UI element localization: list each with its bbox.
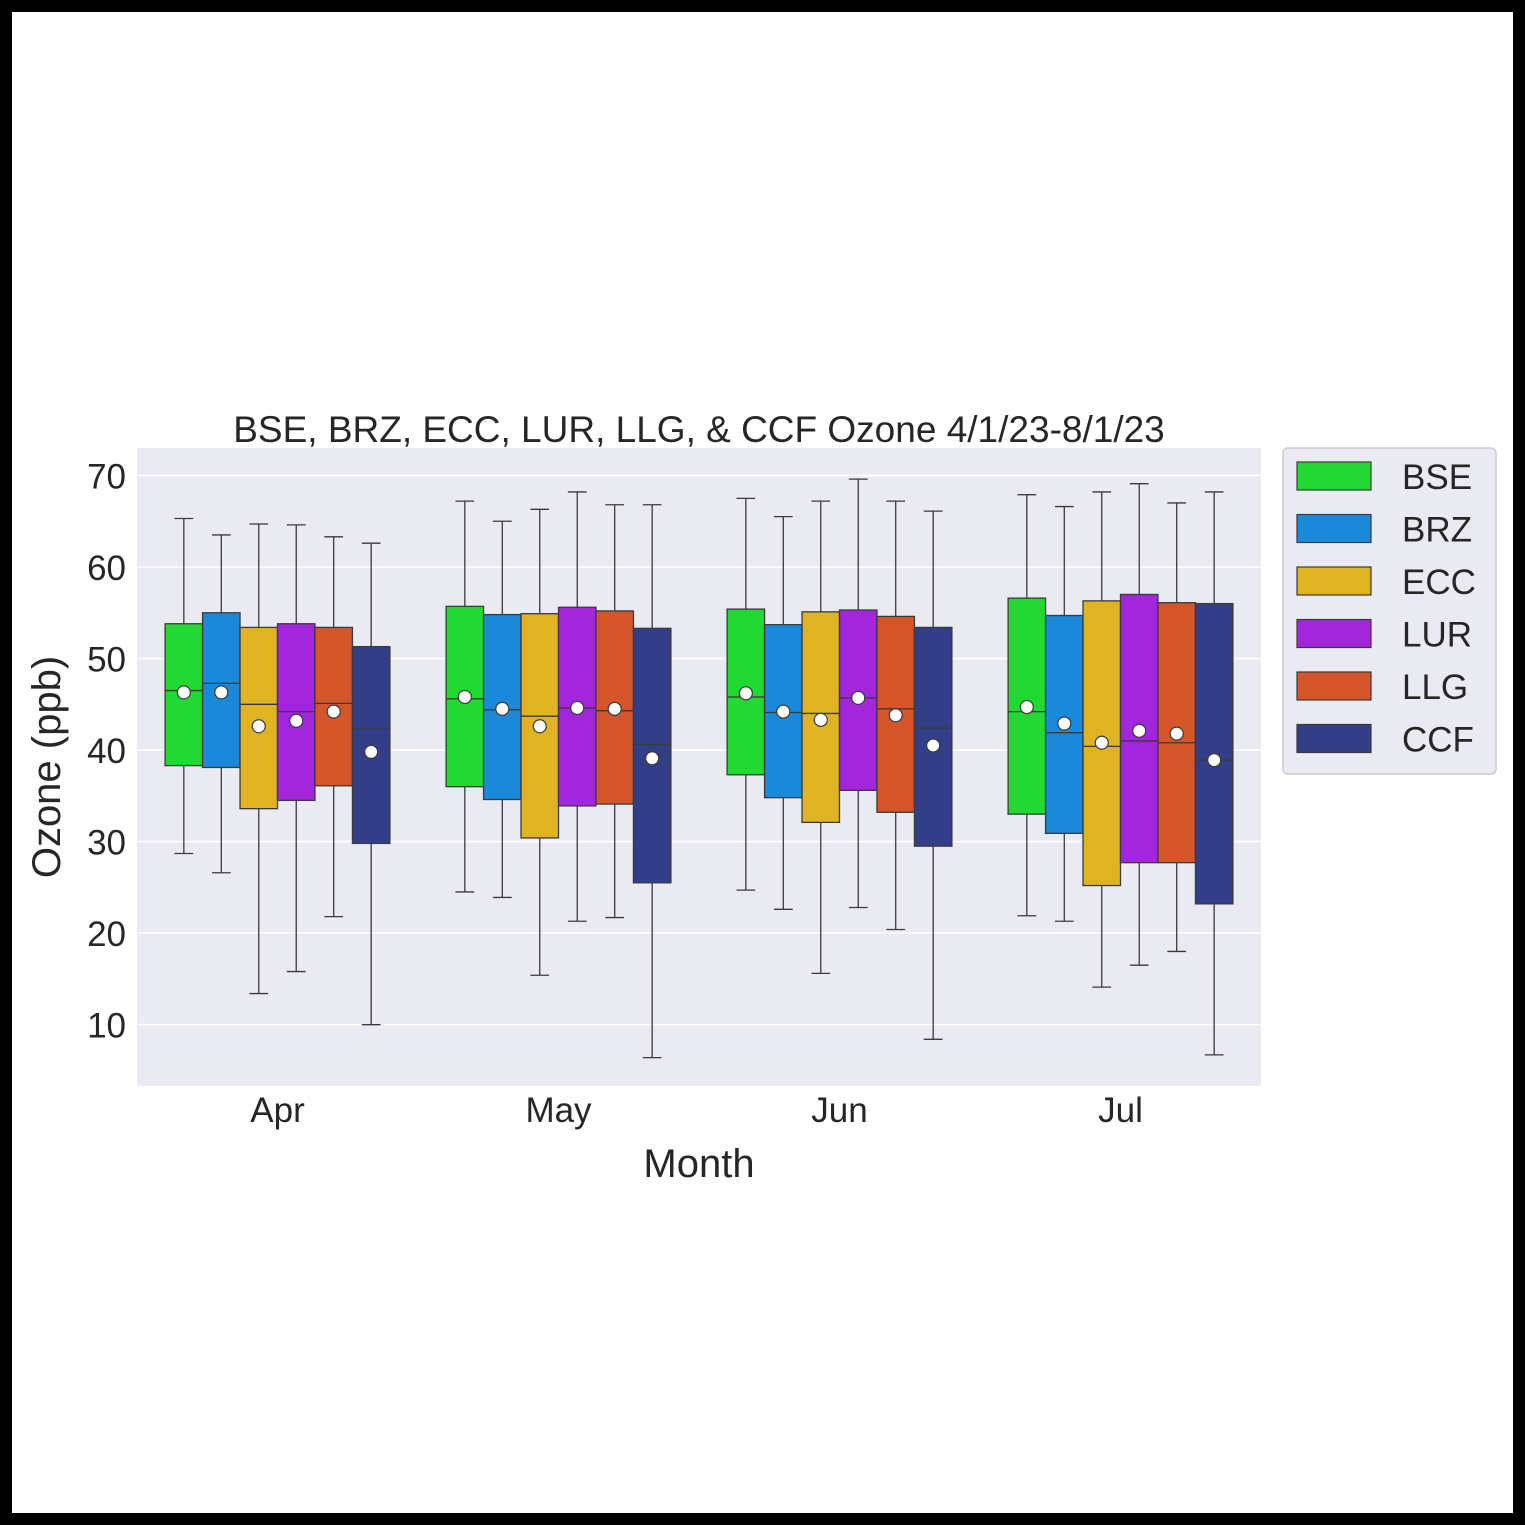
box-series bbox=[164, 478, 1234, 1059]
mean-marker-ecc-apr bbox=[251, 719, 266, 734]
mean-marker-bse-may bbox=[457, 689, 472, 705]
box-ccf-jun bbox=[913, 626, 953, 847]
legend-swatch-lur bbox=[1296, 618, 1372, 649]
chart-title: BSE, BRZ, ECC, LUR, LLG, & CCF Ozone 4/1… bbox=[233, 409, 1165, 450]
y-tick-label-70: 70 bbox=[87, 457, 126, 496]
legend-label-ecc: ECC bbox=[1402, 563, 1476, 602]
legend-swatch-brz bbox=[1296, 513, 1372, 544]
legend: BSE BRZ ECC LUR LLG CCF bbox=[1282, 447, 1497, 775]
box-lur-jun bbox=[838, 609, 878, 791]
mean-marker-lur-may bbox=[570, 700, 585, 716]
mean-marker-lur-jul bbox=[1132, 723, 1147, 738]
y-axis: 10 20 30 40 50 60 70 bbox=[87, 457, 126, 1045]
y-tick-label-50: 50 bbox=[87, 641, 126, 680]
mean-marker-llg-apr bbox=[326, 704, 341, 719]
mean-marker-lur-apr bbox=[289, 713, 304, 728]
mean-marker-ccf-jul bbox=[1207, 753, 1222, 768]
x-axis-label: Month bbox=[643, 1142, 754, 1186]
box-ecc-apr bbox=[239, 626, 279, 810]
mean-marker-bse-jul bbox=[1019, 699, 1034, 715]
legend-label-ccf: CCF bbox=[1402, 721, 1474, 760]
legend-swatch-llg bbox=[1296, 671, 1372, 701]
y-tick-label-40: 40 bbox=[87, 732, 126, 771]
legend-label-lur: LUR bbox=[1402, 616, 1472, 655]
legend-swatch-bse bbox=[1296, 461, 1372, 491]
series-lur bbox=[276, 478, 1159, 973]
mean-marker-bse-jun bbox=[738, 686, 753, 701]
x-tick-label-jun: Jun bbox=[811, 1091, 867, 1130]
mean-marker-bse-apr bbox=[176, 685, 191, 700]
mean-marker-lur-jun bbox=[851, 690, 866, 705]
mean-marker-ecc-may bbox=[532, 719, 547, 734]
y-tick-label-10: 10 bbox=[87, 1007, 126, 1046]
mean-marker-llg-may bbox=[607, 701, 622, 716]
legend-label-bse: BSE bbox=[1402, 458, 1472, 497]
mean-marker-brz-may bbox=[495, 701, 510, 716]
mean-marker-ccf-jun bbox=[926, 738, 941, 753]
x-tick-label-apr: Apr bbox=[250, 1091, 305, 1130]
series-bse bbox=[164, 494, 1047, 917]
mean-marker-brz-jun bbox=[776, 704, 791, 719]
x-tick-label-jul: Jul bbox=[1098, 1091, 1143, 1130]
x-axis: Apr May Jun Jul bbox=[250, 1091, 1143, 1130]
legend-swatch-ccf bbox=[1296, 723, 1372, 754]
mean-marker-ccf-apr bbox=[364, 744, 379, 759]
y-axis-label: Ozone (ppb) bbox=[25, 656, 69, 878]
y-tick-label-60: 60 bbox=[87, 549, 126, 588]
mean-marker-ecc-jun bbox=[813, 712, 828, 727]
legend-label-brz: BRZ bbox=[1402, 511, 1472, 550]
mean-marker-ecc-jul bbox=[1094, 735, 1109, 750]
mean-marker-llg-jul bbox=[1169, 726, 1184, 741]
mean-marker-ccf-may bbox=[645, 751, 660, 766]
legend-label-llg: LLG bbox=[1402, 668, 1468, 707]
series-ccf bbox=[351, 491, 1234, 1059]
legend-swatch-ecc bbox=[1296, 566, 1372, 596]
y-tick-label-30: 30 bbox=[87, 824, 126, 863]
series-ecc bbox=[239, 491, 1122, 995]
mean-marker-llg-jun bbox=[888, 708, 903, 723]
y-tick-label-20: 20 bbox=[87, 915, 126, 954]
mean-marker-brz-jul bbox=[1057, 716, 1072, 731]
mean-marker-brz-apr bbox=[214, 685, 229, 700]
box-ccf-jul bbox=[1194, 602, 1234, 905]
x-tick-label-may: May bbox=[525, 1091, 592, 1130]
series-brz bbox=[201, 505, 1084, 922]
